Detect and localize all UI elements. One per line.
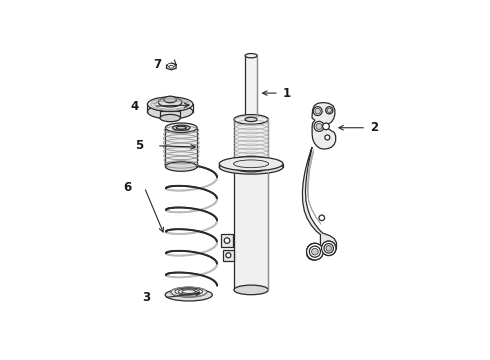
Ellipse shape bbox=[325, 135, 330, 140]
Text: 6: 6 bbox=[123, 181, 131, 194]
Polygon shape bbox=[302, 147, 337, 260]
Bar bbox=[234, 167, 269, 290]
Ellipse shape bbox=[307, 243, 323, 260]
Ellipse shape bbox=[147, 97, 193, 112]
Ellipse shape bbox=[322, 123, 329, 130]
Ellipse shape bbox=[169, 66, 173, 68]
Ellipse shape bbox=[314, 121, 324, 131]
Ellipse shape bbox=[219, 157, 283, 171]
Ellipse shape bbox=[147, 104, 193, 119]
Polygon shape bbox=[223, 250, 234, 261]
Ellipse shape bbox=[321, 241, 336, 256]
Ellipse shape bbox=[312, 248, 318, 255]
Ellipse shape bbox=[326, 246, 332, 251]
Polygon shape bbox=[312, 103, 336, 149]
Text: 4: 4 bbox=[130, 100, 139, 113]
Ellipse shape bbox=[234, 160, 269, 168]
Ellipse shape bbox=[324, 244, 334, 253]
Ellipse shape bbox=[316, 123, 322, 129]
Ellipse shape bbox=[234, 156, 269, 166]
Ellipse shape bbox=[164, 96, 176, 103]
Text: 5: 5 bbox=[135, 139, 143, 152]
Ellipse shape bbox=[307, 243, 323, 260]
Bar bbox=[245, 56, 257, 120]
Bar bbox=[160, 111, 180, 118]
Ellipse shape bbox=[313, 107, 322, 116]
Text: 2: 2 bbox=[370, 121, 378, 134]
Ellipse shape bbox=[234, 114, 269, 124]
Ellipse shape bbox=[171, 287, 207, 297]
Ellipse shape bbox=[172, 125, 190, 130]
Ellipse shape bbox=[315, 108, 320, 114]
Polygon shape bbox=[167, 64, 176, 70]
Text: 1: 1 bbox=[283, 87, 291, 100]
Ellipse shape bbox=[245, 117, 257, 122]
Ellipse shape bbox=[165, 289, 212, 301]
Ellipse shape bbox=[326, 107, 333, 114]
Ellipse shape bbox=[309, 246, 320, 257]
Ellipse shape bbox=[327, 108, 332, 112]
Ellipse shape bbox=[319, 215, 324, 221]
Ellipse shape bbox=[219, 160, 283, 174]
Ellipse shape bbox=[245, 54, 257, 58]
Ellipse shape bbox=[234, 162, 269, 172]
Ellipse shape bbox=[224, 238, 230, 243]
Ellipse shape bbox=[166, 123, 197, 132]
Ellipse shape bbox=[160, 114, 180, 122]
Bar bbox=[234, 120, 269, 161]
Polygon shape bbox=[221, 234, 233, 247]
Ellipse shape bbox=[234, 285, 269, 295]
Ellipse shape bbox=[176, 126, 186, 129]
Ellipse shape bbox=[321, 241, 336, 256]
Text: 3: 3 bbox=[143, 291, 150, 304]
Text: 7: 7 bbox=[153, 58, 162, 71]
Ellipse shape bbox=[166, 162, 197, 171]
Bar bbox=[166, 128, 197, 167]
Ellipse shape bbox=[168, 63, 175, 67]
Ellipse shape bbox=[175, 288, 203, 295]
Ellipse shape bbox=[226, 253, 231, 258]
Ellipse shape bbox=[158, 98, 182, 107]
